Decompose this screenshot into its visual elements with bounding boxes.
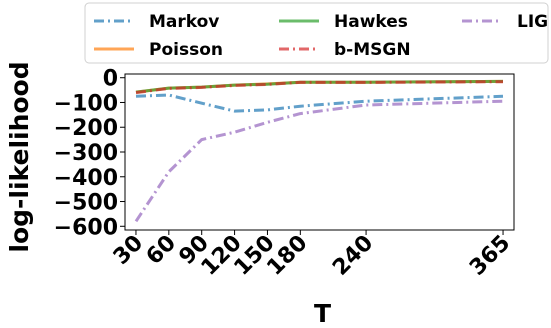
y-tick-label: 0 (103, 67, 118, 92)
series-line-markov (135, 93, 504, 113)
x-axis-label: T (314, 299, 331, 328)
y-tick-label: −200 (54, 116, 118, 141)
plot-area: 0−100−200−300−400−500−600306090120150180… (54, 67, 516, 281)
y-tick-label: −300 (54, 141, 118, 166)
x-tick-label: 180 (262, 231, 312, 281)
y-tick-label: −500 (54, 191, 118, 216)
legend-label-lig: LIG (517, 12, 548, 32)
series-line-b-msgn (135, 80, 504, 95)
y-tick-label: −400 (54, 166, 118, 191)
series-line-lig (134, 99, 504, 223)
legend-label-poisson: Poisson (149, 40, 223, 60)
legend-label-markov: Markov (149, 12, 219, 32)
y-axis-label: log-likelihood (5, 61, 34, 252)
x-tick-label: 240 (328, 231, 378, 281)
legend-label-b-msgn: b-MSGN (334, 40, 411, 60)
x-tick-label: 365 (465, 231, 515, 281)
legend: Markov Poisson Hawkes b-MSGN LIG (84, 2, 549, 64)
legend-frame (84, 2, 549, 64)
y-tick-label: −600 (54, 215, 118, 240)
x-tick-label: 60 (142, 231, 181, 270)
y-tick-label: −100 (54, 91, 118, 116)
legend-label-hawkes: Hawkes (334, 12, 408, 32)
